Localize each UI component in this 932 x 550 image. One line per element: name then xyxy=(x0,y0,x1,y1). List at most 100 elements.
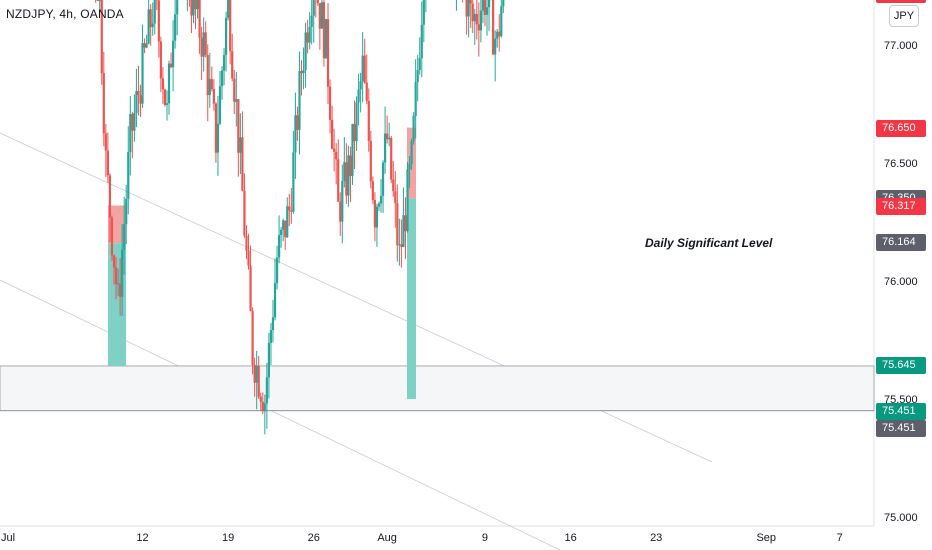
candle-body xyxy=(496,31,499,39)
candle-body xyxy=(106,150,109,176)
time-tick-label: 12 xyxy=(136,532,148,544)
time-tick-label: Jul xyxy=(1,532,15,544)
candle-body xyxy=(355,102,358,142)
candle-body xyxy=(231,51,234,79)
candle-body xyxy=(123,224,126,250)
candle-body xyxy=(137,90,140,96)
candle-body xyxy=(253,365,256,383)
candle-body xyxy=(328,86,332,120)
candle-body xyxy=(135,90,138,113)
candle-body xyxy=(141,43,144,104)
candle-body xyxy=(161,78,165,90)
candle-body xyxy=(383,133,387,163)
candle-body xyxy=(149,9,152,28)
candle-body xyxy=(176,0,179,15)
candle-body xyxy=(353,123,356,142)
candle-body xyxy=(471,3,474,22)
candle-body xyxy=(174,14,177,41)
candle-body xyxy=(280,229,283,235)
candle-body xyxy=(294,115,297,153)
candle-body xyxy=(194,0,197,10)
candle-body xyxy=(410,141,413,164)
candle-body xyxy=(100,0,103,74)
significant-level-label[interactable]: Daily Significant Level xyxy=(645,236,773,250)
candle-body xyxy=(473,14,476,22)
candle-body xyxy=(345,162,348,196)
candle-body xyxy=(116,283,120,285)
time-tick-label: 16 xyxy=(564,532,576,544)
candle-body xyxy=(269,330,273,343)
candle-body xyxy=(316,0,319,4)
candle-body xyxy=(487,0,491,8)
candle-body xyxy=(408,163,411,170)
candle-body xyxy=(467,0,470,17)
candle-body xyxy=(96,0,99,1)
candle-body xyxy=(337,159,340,202)
candle-body xyxy=(133,112,136,131)
mid-target-box[interactable] xyxy=(407,198,416,399)
candle-body xyxy=(282,220,285,230)
candle-body xyxy=(494,38,497,55)
candle-body xyxy=(192,0,195,16)
candle-body xyxy=(481,0,485,11)
left-target-box[interactable] xyxy=(108,243,126,366)
candle-body xyxy=(400,244,403,248)
candle-body xyxy=(216,123,220,153)
current-price-badge: 77.270 02:16:20 xyxy=(876,0,926,4)
candle-body xyxy=(157,0,160,42)
time-tick-label: 26 xyxy=(308,532,320,544)
candle-body xyxy=(237,99,240,153)
candle-body xyxy=(420,24,423,59)
candle-body xyxy=(229,0,232,52)
candle-body xyxy=(200,37,203,57)
candle-body xyxy=(121,249,124,297)
candle-body xyxy=(198,0,201,38)
candle-body xyxy=(108,175,112,218)
candle-body xyxy=(196,0,199,10)
candle-body xyxy=(396,203,399,246)
channel-lower-line[interactable] xyxy=(0,279,561,550)
price-tick-label: 77.000 xyxy=(884,40,918,52)
time-tick-label: Sep xyxy=(756,532,776,544)
price-badge-grey: 75.451 xyxy=(876,419,926,437)
candle-body xyxy=(373,199,376,228)
candle-body xyxy=(275,257,279,284)
candle-body xyxy=(239,137,242,153)
candle-body xyxy=(263,403,266,412)
candle-body xyxy=(326,19,330,87)
candle-body xyxy=(367,100,370,141)
candle-body xyxy=(119,283,122,297)
candle-body xyxy=(206,55,209,96)
price-tick-label: 75.000 xyxy=(884,512,918,524)
candle-body xyxy=(414,82,417,116)
candle-body xyxy=(210,79,213,90)
price-badge-teal: 75.451 xyxy=(876,402,926,420)
channel-upper-line[interactable] xyxy=(0,132,713,463)
candle-body xyxy=(243,190,246,236)
candle-body xyxy=(233,78,236,102)
support-zone-bottom[interactable] xyxy=(0,365,875,412)
candle-body xyxy=(127,152,130,199)
candle-body xyxy=(131,113,134,131)
candle-body xyxy=(159,41,162,79)
candle-body xyxy=(386,133,389,140)
candle-body xyxy=(277,234,281,258)
candle-body xyxy=(247,250,250,266)
currency-button[interactable]: JPY xyxy=(889,5,919,27)
candle-body xyxy=(369,140,372,182)
candle-body xyxy=(412,115,415,142)
candle-body xyxy=(98,0,101,1)
candle-body xyxy=(330,119,334,149)
candle-body xyxy=(290,210,293,212)
candle-body xyxy=(298,71,301,130)
candle-body xyxy=(500,6,503,37)
candle-body xyxy=(204,32,207,56)
candle-body xyxy=(320,2,324,29)
candle-body xyxy=(469,0,472,4)
time-tick-label: 23 xyxy=(650,532,662,544)
symbol-title: NZDJPY, 4h, OANDA xyxy=(6,7,124,21)
candle-body xyxy=(257,365,260,397)
candle-body xyxy=(114,267,118,285)
